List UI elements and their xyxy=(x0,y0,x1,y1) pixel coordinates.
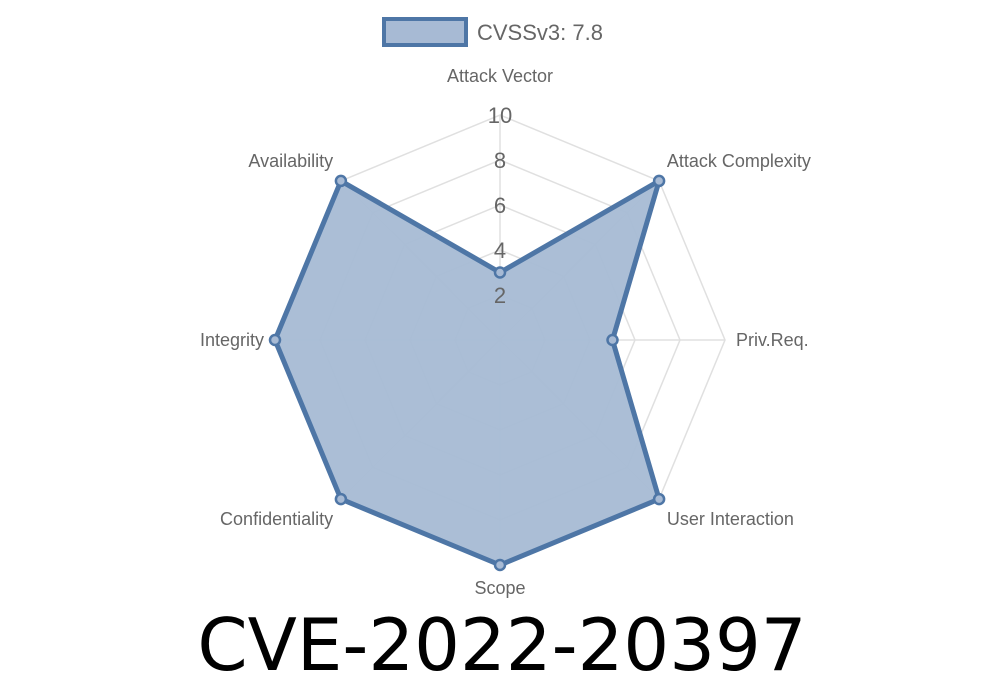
tick-label: 6 xyxy=(494,193,506,218)
tick-label: 4 xyxy=(494,238,506,263)
axis-label: Availability xyxy=(248,151,333,171)
series-layer xyxy=(268,174,666,572)
chart-title: CVE-2022-20397 xyxy=(197,603,806,687)
axis-label: Attack Vector xyxy=(447,66,553,86)
axis-label: Integrity xyxy=(200,330,264,350)
axis-label: Attack Complexity xyxy=(667,151,811,171)
legend-swatch xyxy=(382,17,468,47)
data-point xyxy=(652,492,666,506)
axis-label: Confidentiality xyxy=(220,509,333,529)
data-point xyxy=(493,558,507,572)
data-point xyxy=(652,174,666,188)
legend-label: CVSSv3: 7.8 xyxy=(477,20,603,45)
axis-labels: Attack Vector Attack Complexity Priv.Req. U… xyxy=(200,66,811,598)
data-point xyxy=(268,333,282,347)
tick-label: 8 xyxy=(494,148,506,173)
tick-label: 2 xyxy=(494,283,506,308)
data-point xyxy=(606,333,619,347)
tick-label: 10 xyxy=(488,103,512,128)
axis-label: User Interaction xyxy=(667,509,794,529)
data-point xyxy=(493,266,507,279)
axis-label: Scope xyxy=(474,578,525,598)
data-point xyxy=(334,174,348,188)
tick-labels: 2 4 6 8 10 xyxy=(488,103,512,308)
axis-label: Priv.Req. xyxy=(736,330,809,350)
legend: CVSSv3: 7.8 xyxy=(382,17,603,47)
series-area xyxy=(272,178,662,568)
data-point xyxy=(334,492,348,506)
